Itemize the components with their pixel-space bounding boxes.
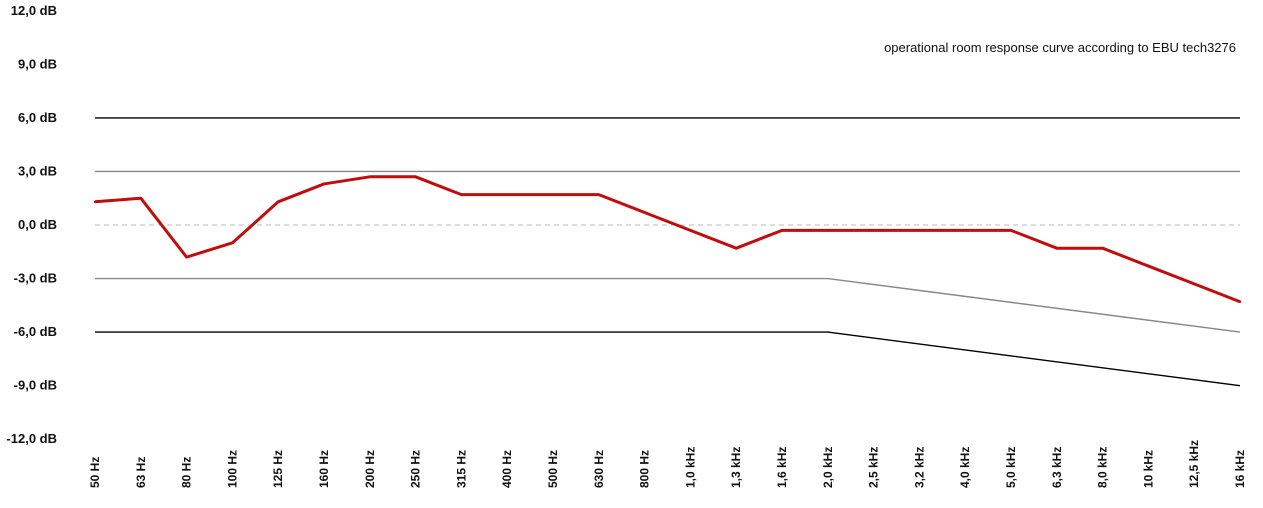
x-tick-label: 6,3 kHz <box>1050 447 1064 488</box>
x-tick-label: 1,0 kHz <box>683 447 697 488</box>
data-point <box>780 229 784 232</box>
data-point <box>826 229 829 232</box>
y-tick-label: -12,0 dB <box>6 431 57 446</box>
y-tick-label: 3,0 dB <box>18 163 57 178</box>
x-tick-label: 1,6 kHz <box>775 447 789 488</box>
x-tick-label: 10 kHz <box>1141 450 1155 488</box>
data-point <box>1101 247 1104 250</box>
series-layer <box>93 175 1242 304</box>
x-tick-label: 400 Hz <box>500 450 514 488</box>
data-point <box>689 229 692 232</box>
series-line <box>94 175 1241 304</box>
x-tick-label: 250 Hz <box>409 450 423 488</box>
data-point <box>1193 282 1196 286</box>
x-tick-label: 125 Hz <box>271 450 285 488</box>
x-tick-label: 160 Hz <box>317 450 331 488</box>
tolerance-lines <box>95 117 1241 387</box>
x-tick-label: 50 Hz <box>88 457 102 488</box>
chart-annotation: operational room response curve accordin… <box>884 40 1236 55</box>
x-tick-label: 12,5 kHz <box>1187 440 1201 488</box>
data-point <box>139 197 142 200</box>
x-tick-label: 630 Hz <box>592 450 606 488</box>
data-point <box>1147 264 1150 268</box>
x-tick-label: 2,5 kHz <box>867 447 881 488</box>
x-tick-label: 1,3 kHz <box>729 447 743 488</box>
data-point <box>185 255 188 259</box>
x-tick-label: 3,2 kHz <box>912 447 926 488</box>
x-axis-ticks: 50 Hz 63 Hz 80 Hz 100 Hz 125 Hz 160 Hz 200 Hz 2… <box>88 440 1247 488</box>
data-point <box>460 193 463 196</box>
data-point <box>93 200 97 203</box>
y-tick-label: 9,0 dB <box>18 56 57 71</box>
x-tick-label: 100 Hz <box>225 450 239 488</box>
data-point <box>597 193 600 196</box>
x-tick-label: 800 Hz <box>638 450 652 488</box>
y-tick-label: 12,0 dB <box>11 3 57 18</box>
data-point <box>918 229 921 232</box>
tolerance-line-inner-lower <box>95 277 1241 333</box>
data-point <box>1009 229 1013 232</box>
data-point <box>1055 247 1059 250</box>
x-tick-label: 5,0 kHz <box>1004 447 1018 488</box>
data-point <box>277 200 280 203</box>
x-tick-label: 8,0 kHz <box>1096 447 1110 488</box>
y-tick-label: -3,0 dB <box>14 271 57 286</box>
x-tick-label: 2,0 kHz <box>821 447 835 488</box>
data-point <box>735 247 738 250</box>
data-point <box>964 229 967 232</box>
x-tick-label: 200 Hz <box>363 450 377 488</box>
y-axis-ticks: 12,0 dB 9,0 dB 6,0 dB 3,0 dB 0,0 dB -3,0 dB -6… <box>6 3 57 446</box>
x-tick-label: 500 Hz <box>546 450 560 488</box>
tolerance-line-outer-lower <box>95 331 1241 387</box>
data-point <box>322 182 326 186</box>
data-point <box>231 241 234 245</box>
y-tick-label: 6,0 dB <box>18 110 57 125</box>
data-point <box>506 193 509 196</box>
x-tick-label: 80 Hz <box>180 457 194 488</box>
data-point <box>368 175 371 179</box>
y-tick-label: 0,0 dB <box>18 217 57 232</box>
y-tick-label: -9,0 dB <box>14 378 57 393</box>
data-point <box>1238 300 1242 303</box>
y-tick-label: -6,0 dB <box>14 324 57 339</box>
x-tick-label: 315 Hz <box>454 450 468 488</box>
data-point <box>643 211 646 214</box>
x-tick-label: 16 kHz <box>1233 450 1247 488</box>
data-point <box>872 229 875 232</box>
data-point <box>414 175 417 179</box>
x-tick-label: 63 Hz <box>134 457 148 488</box>
data-point <box>551 193 555 196</box>
x-tick-label: 4,0 kHz <box>958 447 972 488</box>
